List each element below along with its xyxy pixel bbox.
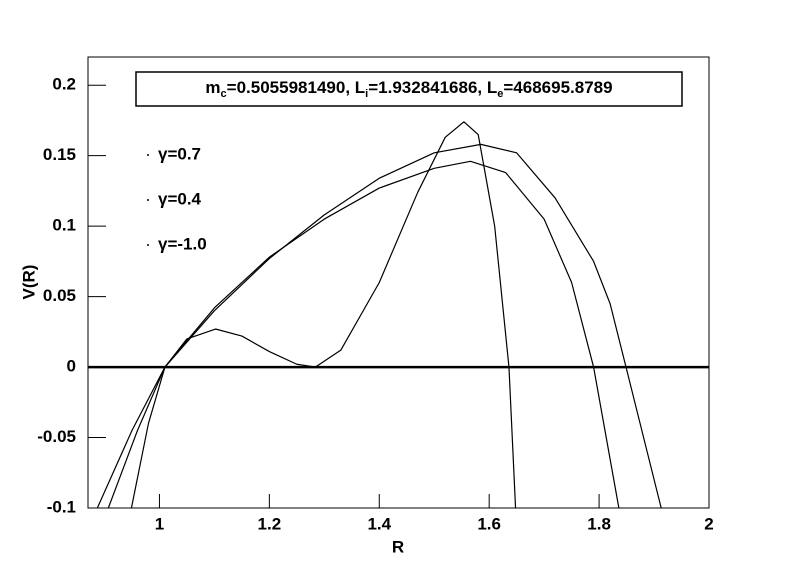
x-axis-label: R	[392, 537, 404, 556]
x-tick-label: 1.8	[587, 514, 611, 533]
y-tick-label: 0.05	[43, 286, 76, 305]
data-line	[96, 143, 662, 508]
annotation: mc=0.5055981490, Li=1.932841686, Le=4686…	[205, 78, 612, 99]
legend-label: γ=-1.0	[158, 234, 207, 253]
annotation-text: =1.932841686, L	[368, 78, 497, 97]
annotation-text: =468695.8789	[503, 78, 612, 97]
legend-marker	[147, 199, 149, 201]
y-tick-label: 0.15	[43, 145, 76, 164]
y-tick-label: 0.2	[52, 75, 76, 94]
annotation-box	[135, 71, 683, 107]
legend-marker	[147, 244, 149, 246]
plot-frame	[87, 56, 710, 509]
x-tick-label: 2	[704, 514, 713, 533]
x-tick-label: 1.6	[477, 514, 501, 533]
annotation-text: m	[205, 78, 220, 97]
y-tick-label: 0.1	[52, 216, 76, 235]
annotation-subscript: c	[221, 88, 227, 100]
legend-label: γ=0.7	[158, 144, 201, 163]
legend-label: γ=0.4	[158, 189, 202, 208]
y-tick-label: 0	[67, 357, 76, 376]
x-tick-label: 1.2	[258, 514, 282, 533]
data-line	[130, 121, 517, 508]
legend-marker	[147, 154, 149, 156]
x-tick-label: 1	[155, 514, 164, 533]
y-tick-label: -0.05	[37, 427, 76, 446]
annotation-text: =0.5055981490, L	[227, 78, 365, 97]
annotation-subscript: e	[497, 88, 503, 100]
y-tick-label: -0.1	[47, 497, 76, 516]
annotation-subscript: i	[365, 88, 368, 100]
y-axis-label: V(R)	[19, 265, 38, 300]
x-tick-label: 1.4	[367, 514, 391, 533]
